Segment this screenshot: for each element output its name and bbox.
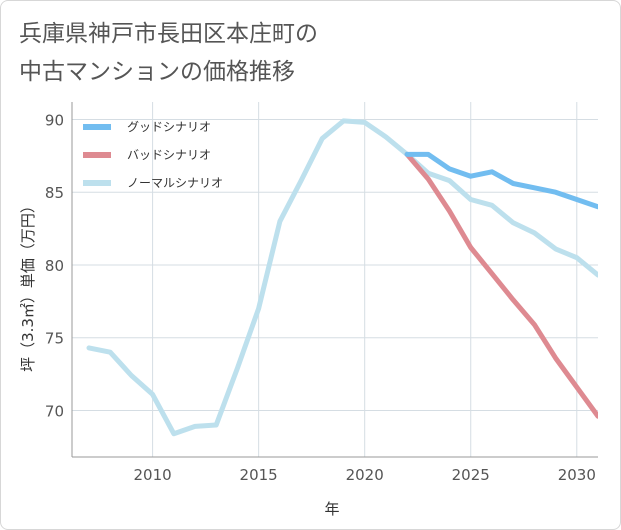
y-tick-label: 85 — [45, 184, 64, 202]
series-line-1 — [404, 151, 598, 419]
legend-label: グッドシナリオ — [127, 120, 211, 134]
x-axis-title: 年 — [324, 500, 339, 518]
series-line-0 — [404, 151, 598, 210]
y-tick-label: 80 — [45, 257, 64, 275]
legend-label: ノーマルシナリオ — [127, 176, 223, 190]
y-tick-label: 90 — [45, 111, 64, 129]
legend-label: バッドシナリオ — [127, 148, 211, 162]
x-tick-label: 2015 — [240, 466, 278, 484]
x-tick-label: 2025 — [452, 466, 490, 484]
chart-title: 兵庫県神戸市長田区本庄町の 中古マンションの価格推移 — [19, 21, 318, 85]
x-tick-label: 2030 — [558, 466, 596, 484]
x-tick-label: 2010 — [134, 466, 172, 484]
series-line-2 — [86, 118, 598, 437]
y-axis-title: 坪（3.3㎡）単価（万円） — [19, 198, 37, 372]
y-tick-label: 70 — [45, 402, 64, 420]
x-tick-label: 2020 — [346, 466, 384, 484]
y-tick-label: 75 — [45, 330, 64, 348]
